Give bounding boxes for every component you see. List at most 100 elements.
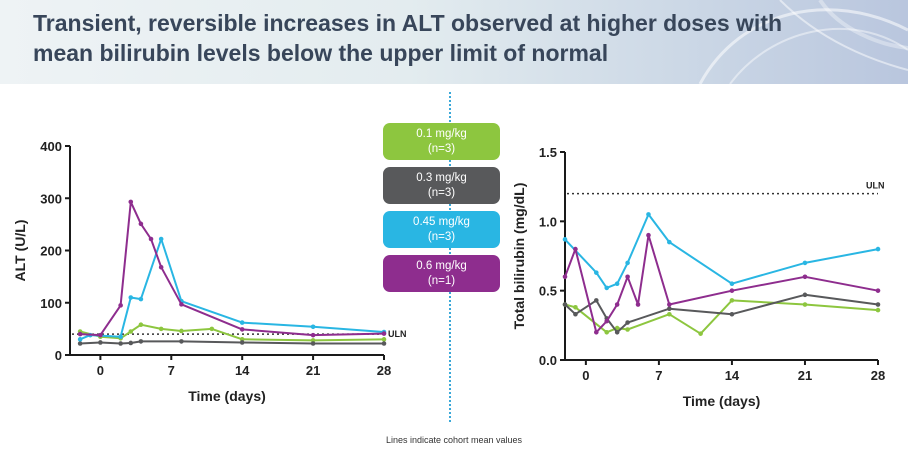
x-tick-label: 7 [655, 368, 662, 383]
legend-item-0-45-mg-kg: 0.45 mg/kg (n=3) [383, 211, 500, 248]
data-point [802, 260, 808, 266]
legend-n-label: (n=3) [427, 186, 456, 199]
data-point [625, 274, 630, 280]
dose-legend: 0.1 mg/kg (n=3) 0.3 mg/kg (n=3) 0.45 mg/… [383, 123, 500, 299]
data-point [239, 320, 245, 325]
y-tick-label: 1.5 [539, 145, 557, 160]
data-point [138, 322, 144, 327]
data-point [875, 246, 881, 252]
data-point [138, 296, 144, 302]
x-tick-label: 21 [798, 368, 812, 383]
data-point [239, 340, 245, 345]
series-line-0 [79, 323, 385, 342]
uln-label: ULN [866, 181, 885, 191]
y-axis-label: ALT (U/L) [12, 220, 28, 282]
x-tick-label: 28 [871, 368, 885, 383]
data-point [77, 337, 83, 342]
page-title: Transient, reversible increases in ALT o… [33, 8, 793, 68]
data-point [625, 320, 630, 325]
y-tick-label: 300 [40, 191, 62, 206]
legend-item-0-3-mg-kg: 0.3 mg/kg (n=3) [383, 167, 500, 204]
y-tick-label: 1.0 [539, 214, 557, 229]
data-point [148, 236, 154, 242]
x-tick-label: 7 [168, 363, 175, 378]
data-point [802, 292, 808, 298]
series-line-0 [564, 299, 879, 335]
data-point [381, 331, 387, 336]
title-banner: Transient, reversible increases in ALT o… [0, 0, 908, 84]
y-tick-label: 200 [40, 244, 62, 259]
data-point [239, 327, 245, 332]
series-line-2 [79, 238, 385, 341]
data-point [875, 288, 881, 293]
legend-dose-label: 0.3 mg/kg [416, 171, 467, 184]
data-point [614, 281, 620, 287]
data-point [310, 332, 316, 338]
data-point [614, 302, 620, 307]
data-point [802, 274, 808, 280]
series-line-1 [564, 293, 879, 334]
data-point [179, 328, 184, 334]
data-point [128, 340, 134, 346]
data-point [594, 270, 599, 275]
data-point [128, 199, 134, 205]
data-point [138, 339, 144, 344]
data-point [729, 288, 735, 293]
data-point [625, 327, 630, 332]
data-point [573, 305, 578, 310]
x-tick-label: 14 [235, 363, 250, 378]
alt-chart: 0 100 200 300 400 0 7 14 21 28 Time (days) ALT (U/L… [12, 139, 407, 404]
data-point [646, 212, 651, 217]
data-point [604, 329, 610, 335]
data-point [562, 237, 568, 242]
x-tick-label: 0 [97, 363, 104, 378]
data-point [802, 302, 808, 307]
data-point [604, 285, 610, 291]
data-point [179, 339, 184, 344]
data-point [310, 341, 316, 346]
data-point [875, 307, 881, 313]
data-point [594, 298, 599, 303]
data-point [98, 332, 103, 338]
data-point [179, 302, 184, 307]
data-point [158, 236, 164, 242]
data-point [729, 281, 735, 287]
data-point [77, 341, 83, 346]
data-point [158, 264, 164, 270]
y-axis-label: Total bilirubin (mg/dL) [511, 183, 527, 330]
data-point [381, 337, 387, 342]
data-point [635, 302, 641, 307]
footnote: Lines indicate cohort mean values [385, 435, 523, 445]
series-line-2 [564, 213, 879, 289]
y-tick-label: 0 [55, 348, 62, 363]
data-point [209, 326, 215, 332]
data-point [614, 329, 620, 335]
data-point [562, 274, 568, 280]
data-point [98, 340, 103, 345]
data-point [573, 246, 578, 252]
legend-item-0-6-mg-kg: 0.6 mg/kg (n=1) [383, 255, 500, 292]
data-point [646, 232, 651, 238]
data-point [667, 306, 672, 311]
title-line-1: Transient, reversible increases in ALT o… [33, 10, 783, 36]
data-point [667, 302, 672, 307]
data-point [729, 298, 735, 303]
data-point [77, 331, 83, 337]
series-line-1 [80, 340, 384, 345]
y-tick-label: 0.5 [539, 284, 557, 299]
data-point [138, 221, 144, 227]
data-point [729, 311, 735, 317]
data-point [118, 341, 123, 346]
decorative-swirl [698, 0, 908, 84]
data-point [625, 260, 630, 266]
y-tick-label: 400 [40, 139, 62, 154]
data-point [594, 329, 599, 335]
title-line-2: mean bilirubin levels below the upper li… [33, 40, 609, 66]
x-tick-label: 28 [377, 363, 391, 378]
y-tick-label: 0.0 [539, 353, 557, 368]
x-tick-label: 0 [582, 368, 589, 383]
series-line-3 [564, 234, 879, 334]
x-axis-label: Time (days) [188, 388, 266, 404]
y-tick-label: 100 [40, 296, 62, 311]
bilirubin-chart: 0.0 0.5 1.0 1.5 0 7 14 21 28 Time (days) Total bil… [511, 145, 885, 409]
